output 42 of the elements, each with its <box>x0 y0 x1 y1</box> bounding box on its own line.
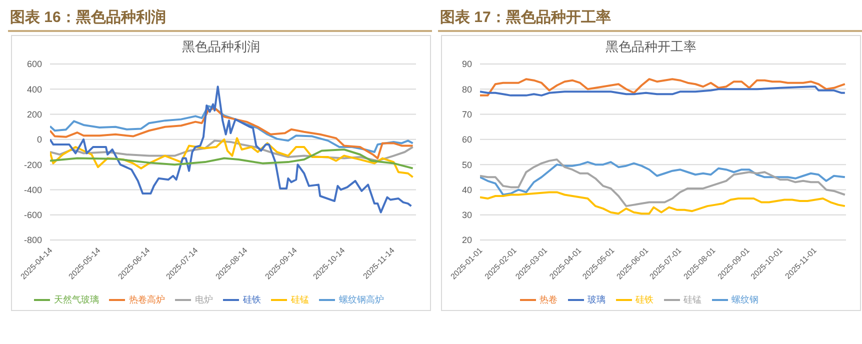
legend-label: 天然气玻璃 <box>54 294 99 304</box>
y-tick-label: 400 <box>26 84 42 94</box>
legend-label: 螺纹钢 <box>732 294 758 304</box>
y-tick-label: 0 <box>36 134 42 145</box>
line-series <box>480 158 846 208</box>
chart-subtitle: 黑色品种开工率 <box>604 38 698 56</box>
line-series <box>50 137 414 178</box>
y-tick-label: 50 <box>462 160 472 170</box>
legend-label: 电炉 <box>195 294 213 304</box>
y-tick-label: 600 <box>26 59 42 70</box>
line-series <box>50 148 414 170</box>
line-series <box>50 105 414 153</box>
y-tick-label: 40 <box>462 184 472 195</box>
y-tick-label: 20 <box>462 235 472 246</box>
line-series <box>480 191 846 215</box>
y-tick-label: -800 <box>24 235 42 246</box>
chart-subtitle: 黑色品种利润 <box>181 38 261 56</box>
chart-title: 图表 17：黑色品种开工率 <box>438 8 862 32</box>
legend-label: 热卷 <box>540 294 558 304</box>
legend-label: 硅铁 <box>243 294 261 304</box>
line-series <box>480 78 846 96</box>
y-tick-label: 60 <box>462 134 472 145</box>
chart-title: 图表 16：黑色品种利润 <box>8 8 432 32</box>
y-tick-label: 30 <box>462 210 472 220</box>
y-tick-label: 90 <box>462 59 472 70</box>
y-tick-label: -600 <box>24 210 42 220</box>
line-series <box>50 86 412 214</box>
legend-label: 螺纹钢高炉 <box>339 294 384 304</box>
line-series <box>480 161 846 196</box>
line-series <box>50 140 414 162</box>
legend-label: 玻璃 <box>588 294 606 304</box>
y-tick-label: 200 <box>26 109 42 120</box>
legend-label: 硅铁 <box>636 294 654 304</box>
legend-label: 硅锰 <box>684 294 702 304</box>
y-tick-label: -400 <box>24 184 42 195</box>
y-tick-label: 70 <box>462 109 472 120</box>
y-tick-label: 80 <box>462 84 472 94</box>
legend-label: 硅锰 <box>291 294 309 304</box>
line-series <box>480 86 846 96</box>
legend-label: 热卷高炉 <box>129 294 165 304</box>
line-series <box>50 107 414 160</box>
y-tick-label: -200 <box>24 160 42 170</box>
